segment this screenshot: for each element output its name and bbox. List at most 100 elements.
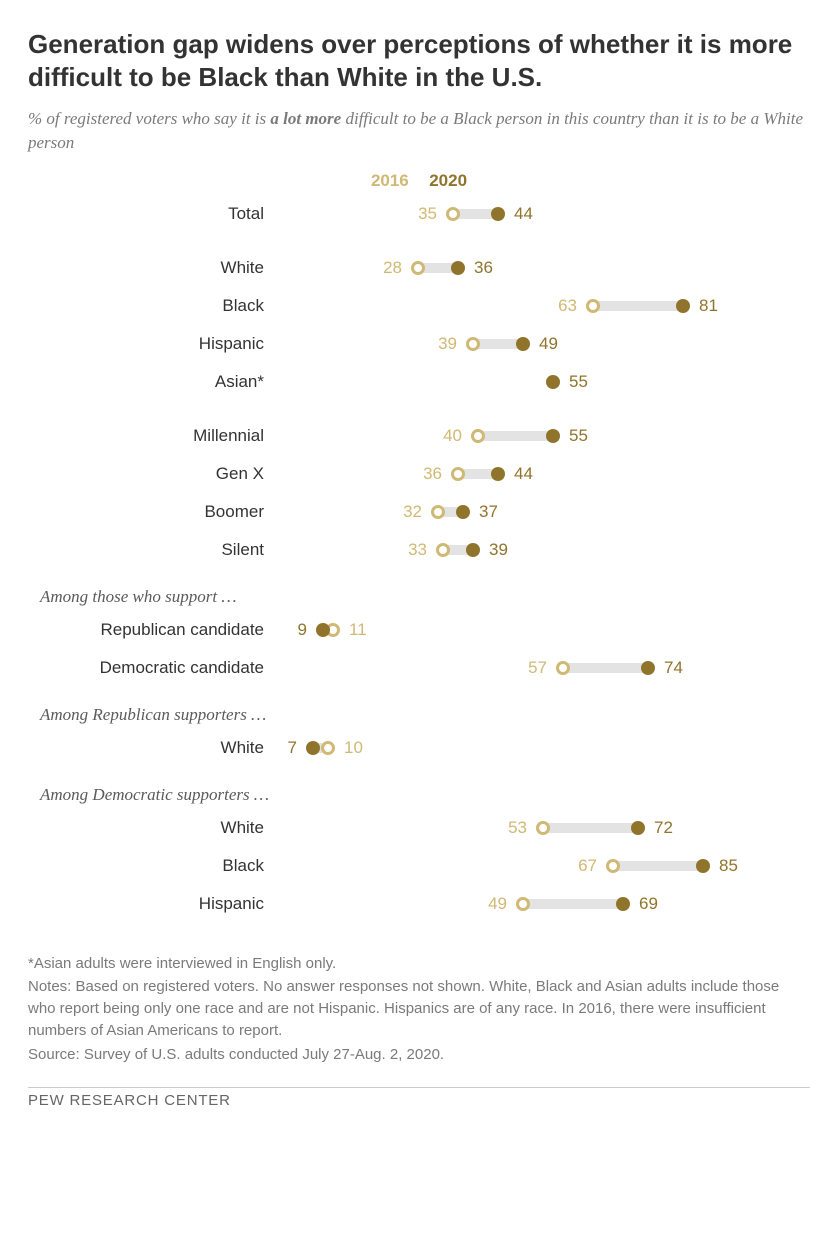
legend-2016: 2016 [371,171,409,191]
group-header: Among those who support … [28,569,810,611]
value-2020: 72 [654,818,673,838]
dot-2016 [436,543,450,557]
dot-plot-chart: Total 35 44 White 28 36 Black 63 81 Hispanic 39 49 A… [28,195,810,923]
group-header: Among Democratic supporters … [28,767,810,809]
value-2016: 33 [408,540,427,560]
row-label: White [28,738,278,758]
value-2016: 40 [443,426,462,446]
row-track: 32 37 [278,493,778,531]
row-track: 35 44 [278,195,778,233]
dot-2016 [516,897,530,911]
connector [478,431,553,441]
dot-2016 [431,505,445,519]
row-label: Hispanic [28,334,278,354]
value-2016: 39 [438,334,457,354]
connector [563,663,648,673]
dot-2020 [491,207,505,221]
chart-row: Hispanic4969 [28,885,810,923]
dot-2016 [451,467,465,481]
subtitle-bold: a lot more [270,109,341,128]
chart-title: Generation gap widens over perceptions o… [28,28,810,93]
value-2020: 39 [489,540,508,560]
chart-row: Hispanic 39 49 [28,325,810,363]
row-spacer [28,401,810,417]
value-2016: 36 [423,464,442,484]
dot-2016 [411,261,425,275]
legend: 2016 2020 [28,171,810,191]
dot-2016 [471,429,485,443]
row-spacer [28,233,810,249]
dot-2020 [451,261,465,275]
value-2020: 44 [514,204,533,224]
value-2016: 32 [403,502,422,522]
value-2016: 11 [349,620,367,640]
row-track: 53 72 [278,809,778,847]
dot-2016 [556,661,570,675]
value-2020: 85 [719,856,738,876]
dot-2016 [536,821,550,835]
value-2016: 10 [344,738,363,758]
row-track: 28 36 [278,249,778,287]
value-2020: 49 [539,334,558,354]
row-label: White [28,258,278,278]
footnote-notes: Notes: Based on registered voters. No an… [28,976,810,1041]
value-2016: 67 [578,856,597,876]
row-label: Black [28,856,278,876]
value-2016: 57 [528,658,547,678]
connector [613,861,703,871]
value-2020: 37 [479,502,498,522]
dot-2016 [321,741,335,755]
row-label: Hispanic [28,894,278,914]
dot-2016 [446,207,460,221]
row-label: Millennial [28,426,278,446]
row-track: 67 85 [278,847,778,885]
row-track: 57 74 [278,649,778,687]
row-label: Silent [28,540,278,560]
brand-label: PEW RESEARCH CENTER [28,1087,810,1109]
chart-subtitle: % of registered voters who say it is a l… [28,107,810,155]
row-label: Asian* [28,372,278,392]
value-2020: 69 [639,894,658,914]
dot-2020 [676,299,690,313]
row-label: Republican candidate [28,620,278,640]
row-track: 3644 [278,455,778,493]
row-label: White [28,818,278,838]
dot-2020 [696,859,710,873]
value-2020: 74 [664,658,683,678]
footnote-asterisk: *Asian adults were interviewed in Englis… [28,953,810,975]
dot-2020 [316,623,330,637]
chart-row: White 7 10 [28,729,810,767]
connector [593,301,683,311]
value-2016: 63 [558,296,577,316]
row-label: Total [28,204,278,224]
value-2016: 35 [418,204,437,224]
dot-2020 [616,897,630,911]
row-track: 39 49 [278,325,778,363]
row-track: 33 39 [278,531,778,569]
dot-2020 [546,429,560,443]
value-2020: 9 [298,620,307,640]
chart-row: Black6381 [28,287,810,325]
row-label: Gen X [28,464,278,484]
chart-row: Silent 33 39 [28,531,810,569]
dot-2016 [586,299,600,313]
value-2020: 7 [288,738,297,758]
footnotes: *Asian adults were interviewed in Englis… [28,953,810,1066]
value-2016: 53 [508,818,527,838]
chart-row: White 53 72 [28,809,810,847]
chart-row: Gen X3644 [28,455,810,493]
chart-row: White 28 36 [28,249,810,287]
connector [523,899,623,909]
row-label: Democratic candidate [28,658,278,678]
row-track: 63 81 [278,287,778,325]
dot-2016 [466,337,480,351]
row-track: 9 11 [278,611,778,649]
value-2016: 28 [383,258,402,278]
row-track: 4055 [278,417,778,455]
value-2020: 81 [699,296,718,316]
value-2020: 36 [474,258,493,278]
subtitle-pre: % of registered voters who say it is [28,109,270,128]
row-track: 55 [278,363,778,401]
chart-row: Total 35 44 [28,195,810,233]
group-header: Among Republican supporters … [28,687,810,729]
